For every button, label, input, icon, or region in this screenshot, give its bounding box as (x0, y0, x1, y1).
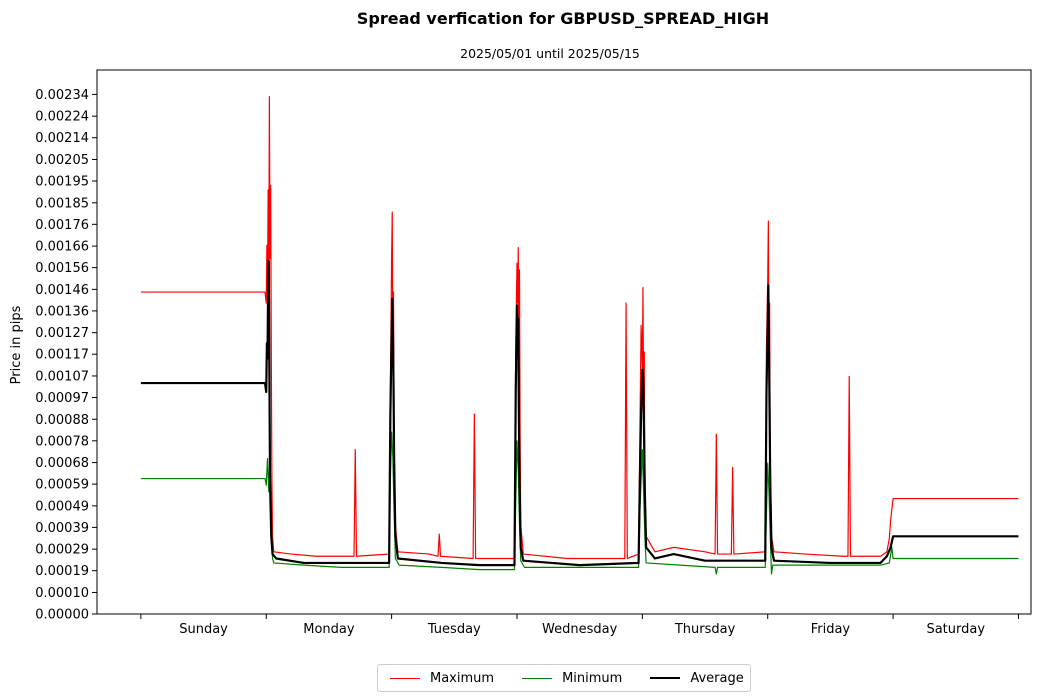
y-tick-label: 0.00146 (35, 283, 89, 298)
x-tick-label: Wednesday (542, 622, 618, 637)
legend-swatch-average (650, 677, 681, 679)
legend-label-maximum: Maximum (430, 670, 495, 686)
y-tick-label: 0.00185 (35, 196, 89, 211)
legend-item-minimum: Minimum (522, 671, 622, 686)
y-tick-label: 0.00214 (35, 131, 89, 146)
x-tick-label: Sunday (179, 622, 228, 637)
legend-swatch-maximum (390, 677, 420, 679)
x-tick-label: Friday (811, 622, 851, 637)
y-tick-label: 0.00166 (35, 240, 89, 255)
y-tick-label: 0.00107 (35, 369, 89, 384)
x-tick-label: Tuesday (427, 622, 481, 637)
y-tick-label: 0.00078 (35, 434, 89, 449)
chart-title: Spread verfication for GBPUSD_SPREAD_HIG… (357, 9, 769, 28)
legend: Maximum Minimum Average (377, 664, 751, 692)
y-tick-label: 0.00029 (35, 543, 89, 558)
legend-item-average: Average (650, 670, 744, 686)
y-tick-label: 0.00117 (35, 348, 89, 363)
legend-label-minimum: Minimum (562, 670, 623, 686)
y-tick-label: 0.00136 (35, 304, 89, 319)
x-tick-label: Saturday (926, 622, 985, 637)
y-tick-label: 0.00156 (35, 261, 89, 276)
y-tick-label: 0.00088 (35, 413, 89, 428)
y-tick-label: 0.00097 (35, 391, 89, 406)
series-line-average (140, 259, 1019, 567)
y-tick-label: 0.00234 (35, 88, 89, 103)
y-tick-label: 0.00224 (35, 110, 89, 125)
y-tick-label: 0.00049 (35, 499, 89, 514)
y-tick-label: 0.00068 (35, 456, 89, 471)
y-tick-label: 0.00176 (35, 218, 89, 233)
y-tick-label: 0.00059 (35, 478, 89, 493)
y-tick-label: 0.00039 (35, 521, 89, 536)
y-tick-label: 0.00010 (35, 586, 89, 601)
series-line-minimum (140, 431, 1019, 575)
legend-item-maximum: Maximum (390, 671, 494, 686)
y-tick-label: 0.00205 (35, 153, 89, 168)
plot-area (140, 96, 1019, 575)
y-tick-label: 0.00127 (35, 326, 89, 341)
y-tick-label: 0.00000 (35, 608, 89, 623)
y-tick-label: 0.00195 (35, 175, 89, 190)
x-tick-label: Monday (303, 622, 355, 637)
y-tick-label: 0.00019 (35, 564, 89, 579)
series-line-maximum (140, 96, 1019, 560)
legend-swatch-minimum (522, 677, 553, 679)
x-tick-label: Thursday (674, 622, 736, 637)
plot-frame (96, 69, 1032, 615)
y-axis-label: Price in pips (9, 305, 24, 384)
legend-label-average: Average (690, 670, 744, 686)
chart-subtitle: 2025/05/01 until 2025/05/15 (460, 46, 640, 61)
